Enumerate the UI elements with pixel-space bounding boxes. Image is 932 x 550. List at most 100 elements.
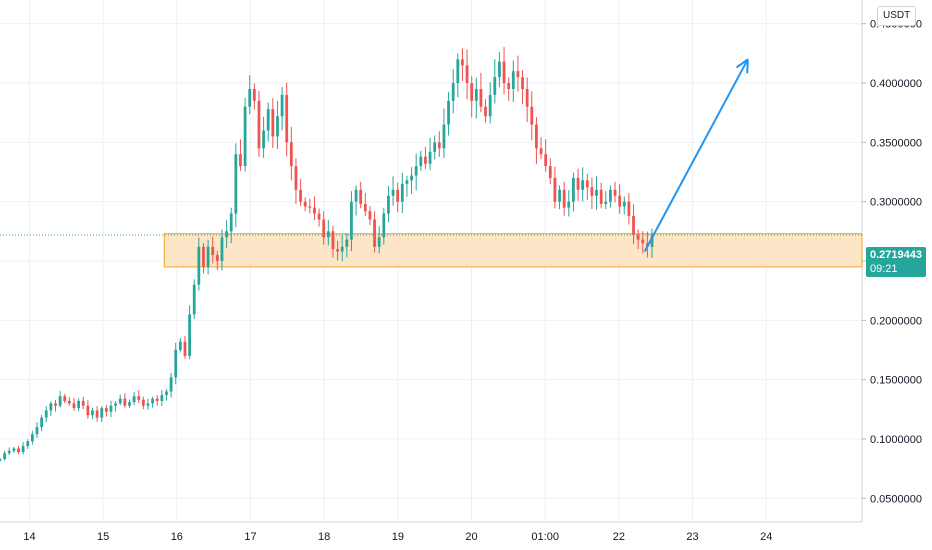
candle-body xyxy=(77,400,81,409)
candle-body xyxy=(151,398,154,404)
candle-body xyxy=(243,106,247,167)
candle-body xyxy=(326,231,330,238)
candle-body xyxy=(294,166,298,190)
candle-body xyxy=(585,180,589,188)
candle-body xyxy=(461,59,464,66)
candle-body xyxy=(35,427,39,435)
candle-body xyxy=(21,446,25,453)
candle-body xyxy=(146,403,150,406)
candle-body xyxy=(299,189,302,202)
x-tick-label: 16 xyxy=(171,531,183,543)
candle-body xyxy=(627,201,631,216)
candle-body xyxy=(86,405,90,416)
candle-body xyxy=(280,94,284,117)
candle-body xyxy=(188,314,191,356)
y-tick-label: 0.1500000 xyxy=(870,375,922,387)
candle-body xyxy=(17,448,20,453)
time-axis[interactable]: 14 15 16 17 18 19 20 01:00 22 23 24 xyxy=(23,531,772,543)
trend-arrow[interactable] xyxy=(643,58,749,252)
candle-body xyxy=(252,88,256,101)
candle-body xyxy=(595,189,598,196)
y-tick-label: 0.3500000 xyxy=(870,137,922,149)
candle-body xyxy=(192,284,196,315)
candle-body xyxy=(350,201,353,240)
candle-body xyxy=(276,116,279,137)
candle-body xyxy=(215,255,219,261)
currency-badge[interactable]: USDT xyxy=(877,6,917,26)
x-tick-label: 17 xyxy=(244,531,256,543)
candle-body xyxy=(493,77,497,95)
candle-body xyxy=(91,410,94,416)
support-zone[interactable] xyxy=(163,233,863,268)
candle-body xyxy=(206,246,210,267)
candle-body xyxy=(377,237,381,247)
candle-body xyxy=(262,130,265,149)
candle-body xyxy=(618,195,622,207)
candle-body xyxy=(12,448,16,451)
y-tick-label: 0.2000000 xyxy=(870,315,922,327)
candle-body xyxy=(567,201,571,208)
candle-body xyxy=(650,234,654,247)
candle-body xyxy=(248,88,252,107)
candle-body xyxy=(30,434,34,442)
candle-body xyxy=(410,175,413,181)
candle-body xyxy=(141,399,145,406)
candle-body xyxy=(197,246,201,285)
candle-body xyxy=(44,410,48,418)
y-tick-label: 0.4000000 xyxy=(870,78,922,90)
y-tick-label: 0.1000000 xyxy=(870,434,922,446)
candle-body xyxy=(387,195,390,214)
candle-body xyxy=(447,100,450,125)
candle-body xyxy=(456,59,460,84)
candle-body xyxy=(641,239,645,244)
candle-body xyxy=(354,189,358,202)
candle-body xyxy=(174,349,178,378)
candle-body xyxy=(502,61,506,84)
candle-body xyxy=(137,396,141,400)
arrow-shaft xyxy=(643,58,749,252)
arrow-head xyxy=(735,58,749,69)
candle-body xyxy=(599,189,603,205)
candle-body xyxy=(63,396,67,401)
candle-body xyxy=(303,201,307,207)
candle-body xyxy=(368,211,372,220)
candle-body xyxy=(400,183,404,202)
candle-body xyxy=(484,106,487,117)
candle-body xyxy=(95,410,99,418)
candle-body xyxy=(470,83,474,101)
candle-body xyxy=(100,408,104,418)
candle-body xyxy=(576,177,580,190)
x-tick-label: 01:00 xyxy=(531,531,559,543)
candle-body xyxy=(405,180,409,184)
x-tick-label: 19 xyxy=(392,531,404,543)
candles xyxy=(0,47,654,462)
arrow-head xyxy=(746,59,749,74)
candle-body xyxy=(451,83,455,101)
candle-body xyxy=(229,213,233,232)
candle-body xyxy=(632,215,635,235)
candle-body xyxy=(132,396,136,403)
candle-body xyxy=(558,189,561,202)
candle-body xyxy=(234,154,238,214)
candle-body xyxy=(123,398,127,406)
last-price-value: 0.2719443 xyxy=(870,249,922,261)
candle-body xyxy=(562,189,566,208)
candle-body xyxy=(266,109,270,131)
candle-body xyxy=(271,109,275,137)
candle-body xyxy=(169,377,173,392)
support-zone-rect xyxy=(163,233,863,268)
candle-body xyxy=(183,341,187,356)
candle-body xyxy=(289,142,293,167)
candle-body xyxy=(220,237,224,261)
candle-body xyxy=(285,94,289,143)
x-tick-label: 18 xyxy=(318,531,330,543)
candle-body xyxy=(313,207,316,214)
candle-body xyxy=(424,156,427,164)
candle-body xyxy=(155,398,159,401)
candle-body xyxy=(308,206,312,208)
candle-body xyxy=(465,65,469,84)
candle-body xyxy=(396,189,400,202)
candle-body xyxy=(359,189,363,205)
candle-body xyxy=(114,403,117,406)
